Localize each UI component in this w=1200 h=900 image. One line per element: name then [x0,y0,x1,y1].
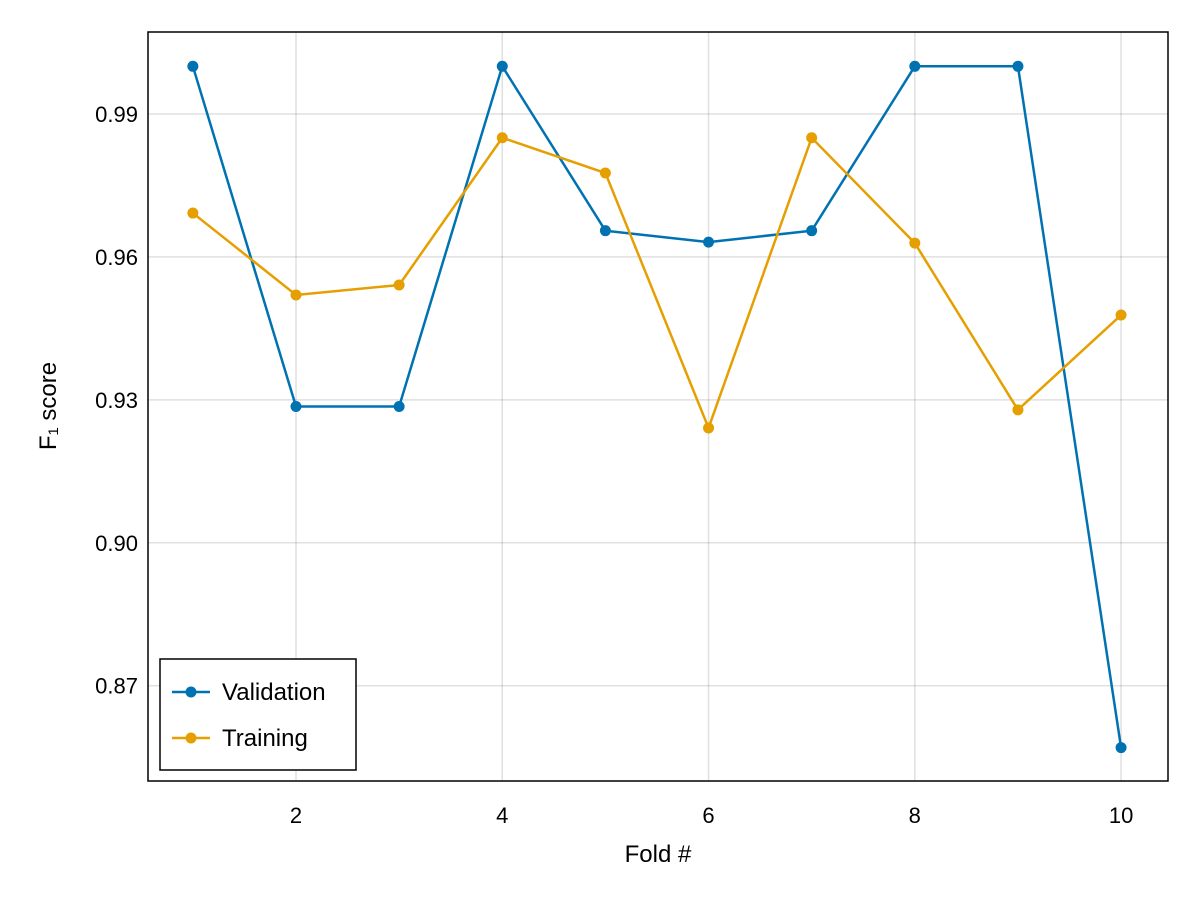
x-axis-label: Fold # [625,841,692,868]
training-line [192,135,1122,432]
validation-point [393,401,405,412]
validation-legend-marker [185,686,197,698]
validation-point [496,60,508,72]
validation-point [703,236,715,248]
training-point [290,289,302,301]
tick-labels: 2 4 6 8 10 0.87 0.90 0.93 0.96 0.99 [95,102,1133,828]
legend: Validation Training [159,658,357,771]
validation-point [1012,60,1024,72]
validation-point [290,401,302,412]
training-legend-label: Training [222,725,308,752]
validation-point [806,225,818,237]
y-tick-label: 0.90 [95,531,138,556]
validation-point [909,60,921,72]
y-tick-label: 0.99 [95,102,138,127]
x-tick-label: 4 [496,803,508,828]
training-point [909,237,921,249]
series-layer [187,60,1127,754]
y-tick-label: 0.96 [95,245,138,270]
plot-frame [147,31,1169,782]
training-point [599,167,611,179]
training-point [1012,404,1024,416]
training-point [806,132,818,144]
validation-line [191,63,1123,748]
training-point [496,132,508,144]
training-point [187,207,199,219]
x-tick-label: 10 [1109,803,1133,828]
x-tick-label: 6 [702,803,714,828]
legend-box [159,658,357,771]
training-point [393,279,405,291]
training-point [703,422,715,434]
training-point [1115,309,1127,321]
validation-point [599,225,611,237]
x-tick-label: 2 [290,803,302,828]
y-tick-label: 0.93 [95,388,138,413]
y-axis-label: F₁ score [35,362,62,450]
y-tick-label: 0.87 [95,674,138,699]
validation-point [187,60,199,72]
validation-point [1115,742,1127,754]
x-tick-label: 8 [909,803,921,828]
validation-legend-label: Validation [222,679,326,706]
training-legend-marker [185,732,197,744]
